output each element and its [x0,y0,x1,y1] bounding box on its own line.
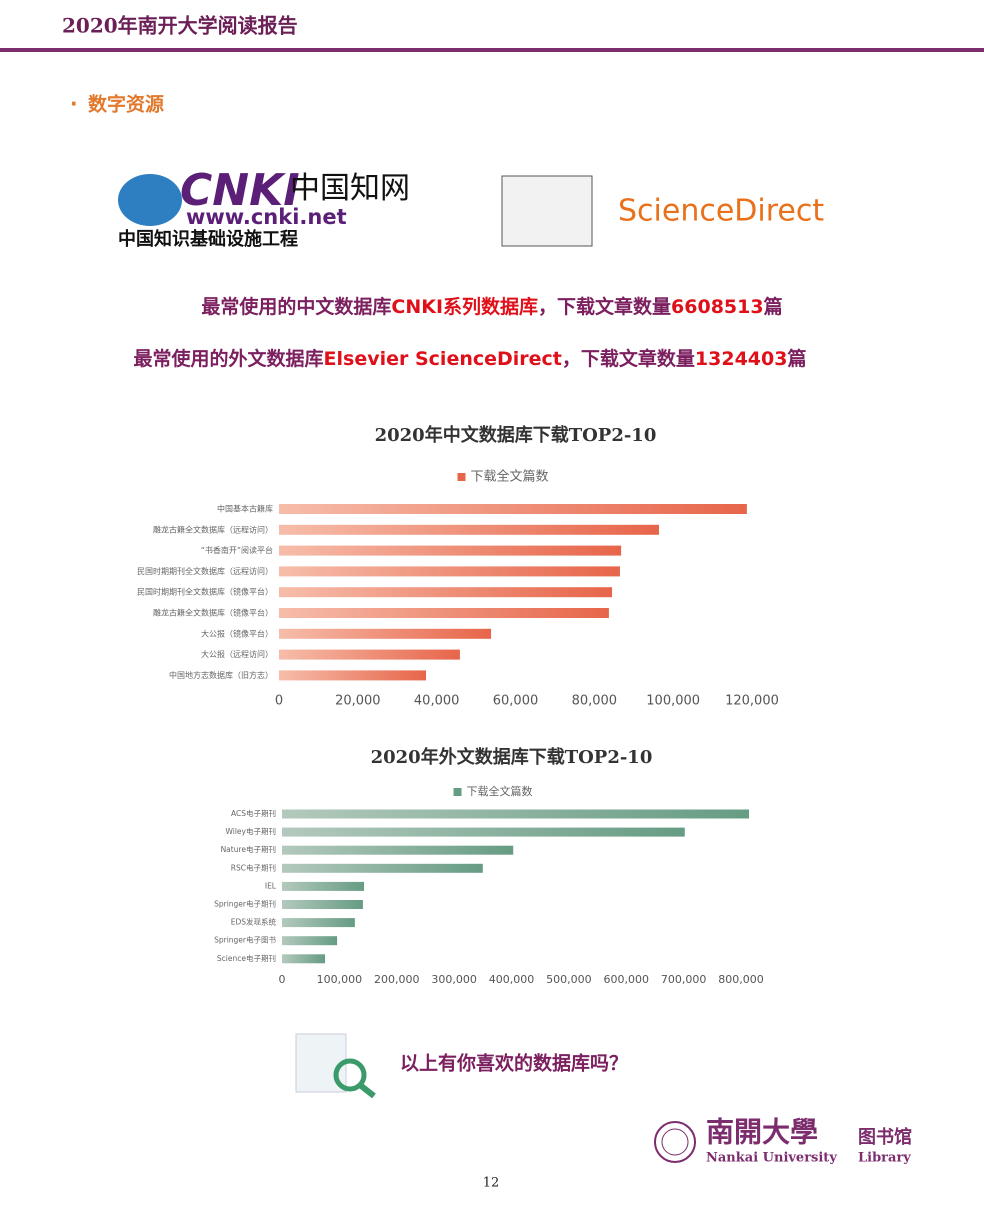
cnki-mark: CNKI [180,165,300,216]
y-tick-label: 中国地方志数据库（旧方志） [169,670,273,680]
headline-segment: CNKI系列数据库 [391,295,538,318]
bar [282,863,483,873]
header-rule [0,48,984,52]
x-tick-label: 0 [275,694,283,709]
sd-name: ScienceDirect [618,194,824,229]
headline: 最常使用的中文数据库CNKI系列数据库，下载文章数量6608513篇 [201,295,782,318]
headline-segment: 1324403 [695,348,788,370]
x-tick-label: 60,000 [493,694,539,709]
bar [282,900,363,909]
cnki-cn: 中国知网 [290,171,410,206]
bar [279,628,492,639]
footer-logo: 南開大學 图书馆 Nankai University Library [654,1116,912,1166]
bar [279,545,622,556]
elsevier-tree [501,175,593,247]
question-icon [295,1033,376,1099]
y-tick-label: ACS电子期刊 [231,808,276,818]
chart-title: 2020年外文数据库下载TOP2-10 [371,746,653,768]
library-en: Library [858,1151,911,1166]
y-tick-label: IEL [265,881,277,890]
y-tick-label: EDS发现系统 [231,917,277,927]
bar [282,809,750,819]
y-tick-label: Science电子期刊 [217,953,276,963]
x-tick-label: 100,000 [317,973,363,986]
x-tick-label: 100,000 [646,694,700,709]
headline-segment: ，下载文章数量 [562,347,695,370]
headline-segment: 篇 [764,295,783,318]
headline: 最常使用的外文数据库Elsevier ScienceDirect，下载文章数量1… [134,347,807,370]
bar [282,881,365,891]
y-tick-label: 民国时期期刊全文数据库（镜像平台） [137,587,273,597]
y-tick-label: 中国基本古籍库 [217,504,273,514]
school-en: Nankai University [706,1151,837,1166]
sd-logo: ScienceDirect [501,175,824,247]
x-tick-label: 200,000 [374,973,420,986]
y-tick-label: Springer电子期刊 [214,899,276,909]
cnki-url: www.cnki.net [186,205,347,229]
bar [282,954,326,964]
magnifier-handle [358,1082,376,1099]
library-cn: 图书馆 [858,1126,912,1148]
cnki-logo: CNKI 中国知网 www.cnki.net 中国知识基础设施工程 [118,165,410,250]
bar [279,670,427,681]
y-tick-label: Springer电子图书 [214,935,276,945]
bar [279,504,747,514]
headline-segment: 篇 [787,347,806,370]
seal-inner [661,1128,689,1156]
bar [279,649,460,660]
x-tick-label: 500,000 [546,973,592,986]
magnifier [333,1058,367,1092]
question: 以上有你喜欢的数据库吗？ [400,1052,628,1075]
x-tick-label: 120,000 [725,694,779,709]
bar [279,587,613,598]
section-title: 数字资源 [88,93,164,116]
bar [282,827,685,837]
y-tick-label: Wiley电子期刊 [226,826,276,836]
header-title: 2020年南开大学阅读报告 [62,14,298,38]
bullet: · [70,92,78,116]
headline-segment: 最常使用的中文数据库 [201,295,391,318]
cnki-sub: 中国知识基础设施工程 [118,228,298,250]
bar [279,524,659,535]
seal [654,1121,696,1163]
x-tick-label: 40,000 [414,694,460,709]
y-tick-label: 雕龙古籍全文数据库（镜像平台） [153,608,273,618]
headline-segment: 最常使用的外文数据库 [134,347,324,370]
headline-segment: 6608513 [671,296,764,318]
x-tick-label: 600,000 [604,973,650,986]
bar [282,918,355,928]
y-tick-label: 大公报（镜像平台） [201,628,273,638]
x-tick-label: 300,000 [431,973,477,986]
bar [279,608,609,618]
bar [282,845,514,855]
y-tick-label: RSC电子期刊 [231,862,276,872]
x-tick-label: 700,000 [661,973,707,986]
legend-label: 下载全文篇数 [467,784,533,798]
y-tick-label: 大公报（远程访问） [201,649,273,659]
y-tick-label: 雕龙古籍全文数据库（远程访问） [153,524,273,534]
x-tick-label: 800,000 [718,973,764,986]
x-tick-label: 80,000 [572,694,618,709]
legend-swatch [453,788,462,796]
y-tick-label: Nature电子期刊 [221,844,276,854]
x-tick-label: 20,000 [335,694,381,709]
bar [282,936,338,946]
y-tick-label: 民国时期期刊全文数据库（远程访问） [137,566,273,576]
x-tick-label: 0 [279,973,286,986]
globe [118,174,182,226]
x-tick-label: 400,000 [489,973,535,986]
bar [279,566,620,577]
chart-title: 2020年中文数据库下载TOP2-10 [375,424,657,446]
headline-segment: Elsevier ScienceDirect [324,348,562,370]
page-number: 12 [483,1176,500,1191]
legend-label: 下载全文篇数 [471,469,549,485]
y-tick-label: “书香南开”阅读平台 [201,545,273,555]
headline-segment: ，下载文章数量 [538,295,671,318]
school-cn: 南開大學 [706,1116,818,1149]
legend-swatch [457,473,466,481]
